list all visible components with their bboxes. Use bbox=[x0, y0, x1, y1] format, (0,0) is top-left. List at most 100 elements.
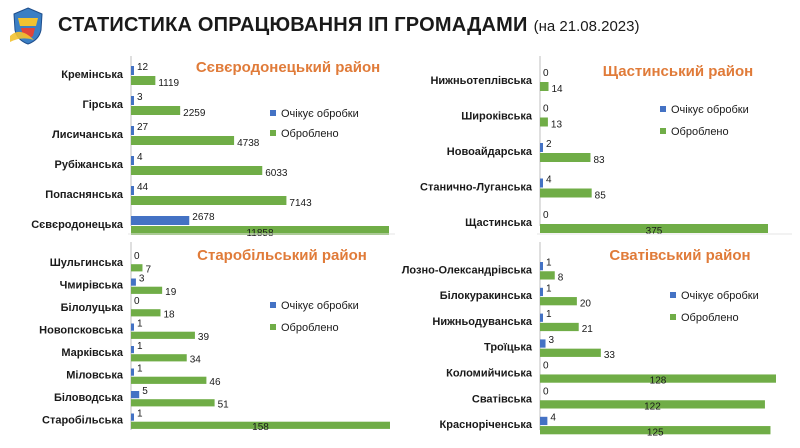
category-label: Біловодська bbox=[54, 392, 124, 404]
category-label: Широківська bbox=[461, 111, 533, 123]
bar-processed bbox=[131, 166, 263, 175]
bar-pending bbox=[131, 346, 134, 354]
category-label: Лозно-Олександрівська bbox=[402, 264, 533, 276]
bar-processed bbox=[131, 331, 195, 339]
bar-pending bbox=[540, 143, 543, 152]
bar-processed bbox=[540, 117, 548, 127]
category-label: Станично-Луганська bbox=[420, 182, 533, 194]
legend-label-pending: Очікує обробки bbox=[281, 108, 359, 120]
pending-value-label: 1 bbox=[137, 341, 143, 352]
category-label: Шульгинська bbox=[50, 257, 124, 269]
legend-swatch-pending bbox=[670, 292, 676, 298]
pending-value-label: 27 bbox=[137, 122, 149, 133]
category-label: Білолуцька bbox=[61, 302, 124, 314]
pending-value-label: 0 bbox=[543, 361, 549, 372]
legend-label-processed: Оброблено bbox=[671, 126, 729, 138]
bar-pending bbox=[131, 323, 134, 331]
pending-value-label: 2 bbox=[546, 139, 552, 150]
processed-value-label: 8 bbox=[558, 273, 564, 284]
district-title: Щастинський район bbox=[603, 63, 753, 80]
pending-value-label: 1 bbox=[137, 363, 143, 374]
pending-value-label: 1 bbox=[546, 283, 552, 294]
district-title: Сватівський район bbox=[609, 247, 750, 264]
coat-of-arms-logo-icon bbox=[10, 7, 43, 45]
category-label: Сєвєродонецька bbox=[31, 219, 124, 231]
pending-value-label: 44 bbox=[137, 182, 149, 193]
pending-value-label: 12 bbox=[137, 62, 149, 73]
category-label: Сватівська bbox=[472, 393, 533, 405]
pending-value-label: 3 bbox=[137, 92, 143, 103]
pending-value-label: 1 bbox=[137, 408, 143, 419]
category-label: Новопсковська bbox=[39, 325, 124, 337]
bar-processed bbox=[131, 286, 163, 294]
bar-processed bbox=[540, 188, 592, 198]
category-label: Попаснянська bbox=[45, 189, 124, 201]
pending-value-label: 5 bbox=[142, 386, 148, 397]
pending-value-label: 1 bbox=[546, 309, 552, 320]
bar-pending bbox=[131, 126, 134, 135]
legend-swatch-processed bbox=[660, 128, 666, 134]
processed-value-label: 20 bbox=[580, 298, 592, 309]
category-label: Кремінська bbox=[61, 69, 124, 81]
category-label: Білокуракинська bbox=[440, 290, 533, 302]
category-label: Новоайдарська bbox=[447, 146, 533, 158]
bar-pending bbox=[131, 66, 134, 75]
page-header: СТАТИСТИКА ОПРАЦЮВАННЯ ІП ГРОМАДАМИ (на 2… bbox=[58, 14, 639, 37]
bar-processed bbox=[131, 264, 143, 272]
bar-processed bbox=[131, 136, 235, 145]
processed-value-label: 46 bbox=[209, 377, 221, 388]
page-title: СТАТИСТИКА ОПРАЦЮВАННЯ ІП ГРОМАДАМИ bbox=[58, 14, 528, 36]
bar-pending bbox=[540, 262, 543, 271]
bar-processed bbox=[131, 399, 215, 407]
legend-swatch-pending bbox=[270, 110, 276, 116]
category-label: Троїцька bbox=[484, 342, 533, 354]
legend-label-processed: Оброблено bbox=[681, 312, 739, 324]
category-label: Красноріченська bbox=[440, 419, 533, 431]
pending-value-label: 0 bbox=[543, 103, 549, 114]
bar-processed bbox=[131, 226, 389, 235]
bar-pending bbox=[131, 156, 134, 165]
bar-processed bbox=[131, 196, 287, 205]
bar-pending bbox=[131, 216, 190, 225]
bar-processed bbox=[131, 376, 207, 384]
category-label: Міловська bbox=[66, 370, 124, 382]
processed-value-label: 34 bbox=[190, 354, 202, 365]
processed-value-label: 1119 bbox=[158, 78, 179, 89]
bar-pending bbox=[131, 368, 134, 376]
bar-processed bbox=[131, 76, 156, 85]
category-label: Коломийчиська bbox=[446, 367, 533, 379]
category-label: Лисичанська bbox=[52, 129, 124, 141]
bar-processed bbox=[540, 400, 765, 409]
pending-value-label: 3 bbox=[549, 335, 555, 346]
pending-value-label: 2678 bbox=[192, 212, 215, 223]
bar-processed bbox=[540, 322, 579, 332]
processed-value-label: 85 bbox=[595, 191, 607, 202]
bar-processed bbox=[540, 297, 577, 306]
bar-processed bbox=[131, 421, 390, 429]
bar-processed bbox=[540, 82, 549, 91]
category-label: Нижньотеплівська bbox=[430, 75, 532, 87]
processed-value-label: 13 bbox=[551, 120, 563, 131]
legend-swatch-processed bbox=[270, 324, 276, 330]
bar-pending bbox=[540, 339, 546, 348]
category-label: Щастинська bbox=[465, 217, 533, 229]
legend-label-pending: Очікує обробки bbox=[681, 290, 759, 302]
legend-label-processed: Оброблено bbox=[281, 322, 339, 334]
bar-pending bbox=[131, 186, 134, 195]
pending-value-label: 1 bbox=[137, 318, 143, 329]
pending-value-label: 1 bbox=[546, 258, 552, 269]
bar-processed bbox=[131, 309, 161, 317]
legend-swatch-pending bbox=[660, 106, 666, 112]
pending-value-label: 4 bbox=[550, 412, 556, 423]
legend-label-pending: Очікує обробки bbox=[281, 300, 359, 312]
category-label: Гірська bbox=[82, 99, 123, 111]
bar-pending bbox=[540, 313, 543, 322]
processed-value-label: 21 bbox=[582, 324, 594, 335]
bar-processed bbox=[540, 224, 768, 233]
processed-value-label: 128 bbox=[650, 376, 667, 387]
category-label: Нижньодуванська bbox=[432, 316, 532, 328]
processed-value-label: 122 bbox=[644, 402, 661, 413]
bar-pending bbox=[131, 278, 136, 286]
bar-pending bbox=[131, 96, 134, 105]
